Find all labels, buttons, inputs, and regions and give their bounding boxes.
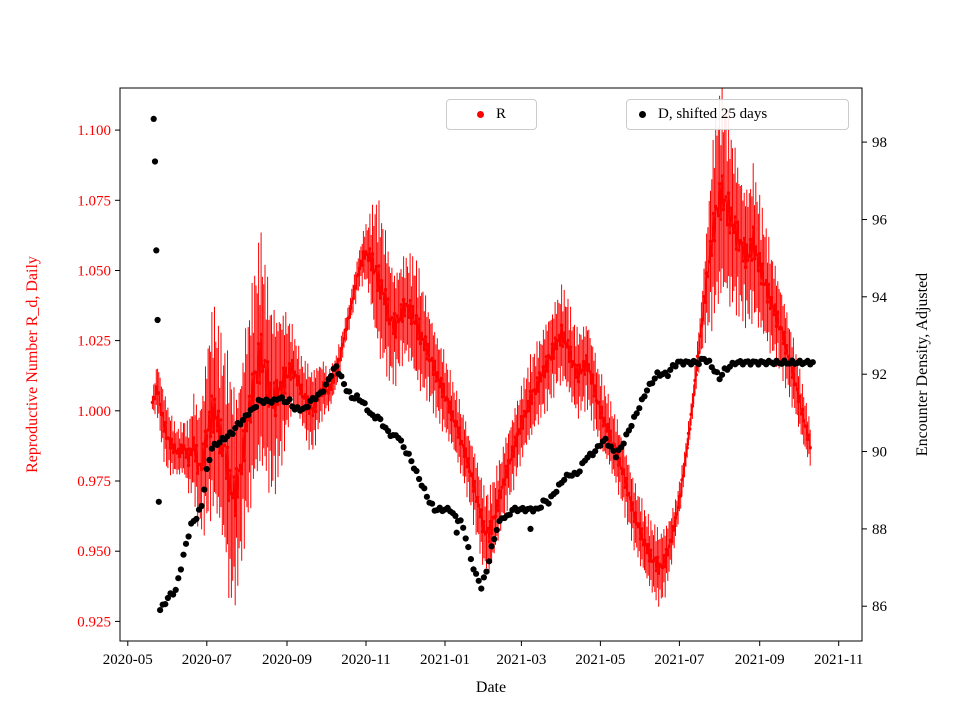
x-tick-label: 2020-07 bbox=[182, 652, 232, 668]
y-left-tick-label: 0.950 bbox=[77, 544, 111, 560]
x-tick-label: 2020-11 bbox=[341, 652, 390, 668]
legend-r-label: R bbox=[495, 106, 506, 122]
x-axis: 2020-05 2020-07 2020-09 2020-11 2021-01 2021-… bbox=[103, 641, 863, 696]
y-left-tick-label: 1.025 bbox=[77, 334, 111, 350]
y-left-tick-label: 0.925 bbox=[77, 614, 111, 630]
y-left-tick-label: 1.100 bbox=[77, 123, 111, 139]
plot-border bbox=[119, 87, 863, 642]
y-left-tick-label: 0.975 bbox=[77, 474, 111, 490]
legend-d: D, shifted 25 days bbox=[626, 99, 849, 130]
x-tick-label: 2020-05 bbox=[103, 652, 153, 668]
series-d bbox=[150, 115, 816, 614]
legend-d-label: D, shifted 25 days bbox=[658, 106, 768, 122]
y-right-tick-label: 86 bbox=[872, 599, 888, 615]
legend-r: R bbox=[446, 99, 537, 130]
x-axis-label: Date bbox=[476, 679, 506, 696]
y-left-tick-label: 1.050 bbox=[77, 264, 111, 280]
x-tick-label: 2021-03 bbox=[496, 652, 546, 668]
y-right-tick-label: 88 bbox=[872, 522, 887, 538]
y-axis-left: 0.925 0.950 0.975 1.000 1.025 1.050 1.075 1.100… bbox=[24, 123, 120, 630]
y-right-tick-label: 98 bbox=[872, 135, 887, 151]
x-tick-label: 2021-05 bbox=[575, 652, 625, 668]
y-right-tick-label: 90 bbox=[872, 445, 887, 461]
r-marker-icon bbox=[476, 111, 484, 118]
x-tick-label: 2021-09 bbox=[735, 652, 785, 668]
x-tick-label: 2021-01 bbox=[420, 652, 470, 668]
x-tick-label: 2020-09 bbox=[262, 652, 312, 668]
y-right-axis-label: Encounter Density, Adjusted bbox=[914, 273, 931, 456]
y-left-axis-label: Reproductive Number R_d, Daily bbox=[24, 256, 41, 473]
x-tick-label: 2021-07 bbox=[654, 652, 704, 668]
x-tick-label: 2021-11 bbox=[814, 652, 863, 668]
y-right-tick-label: 96 bbox=[872, 213, 888, 229]
y-right-tick-label: 94 bbox=[872, 290, 888, 306]
y-left-tick-label: 1.075 bbox=[77, 193, 111, 209]
d-marker-icon bbox=[639, 111, 646, 118]
y-left-tick-label: 1.000 bbox=[77, 404, 111, 420]
y-axis-right: 86 88 90 92 94 96 98 Encounter Density, Adjuste… bbox=[862, 135, 931, 615]
y-right-tick-label: 92 bbox=[872, 367, 887, 383]
